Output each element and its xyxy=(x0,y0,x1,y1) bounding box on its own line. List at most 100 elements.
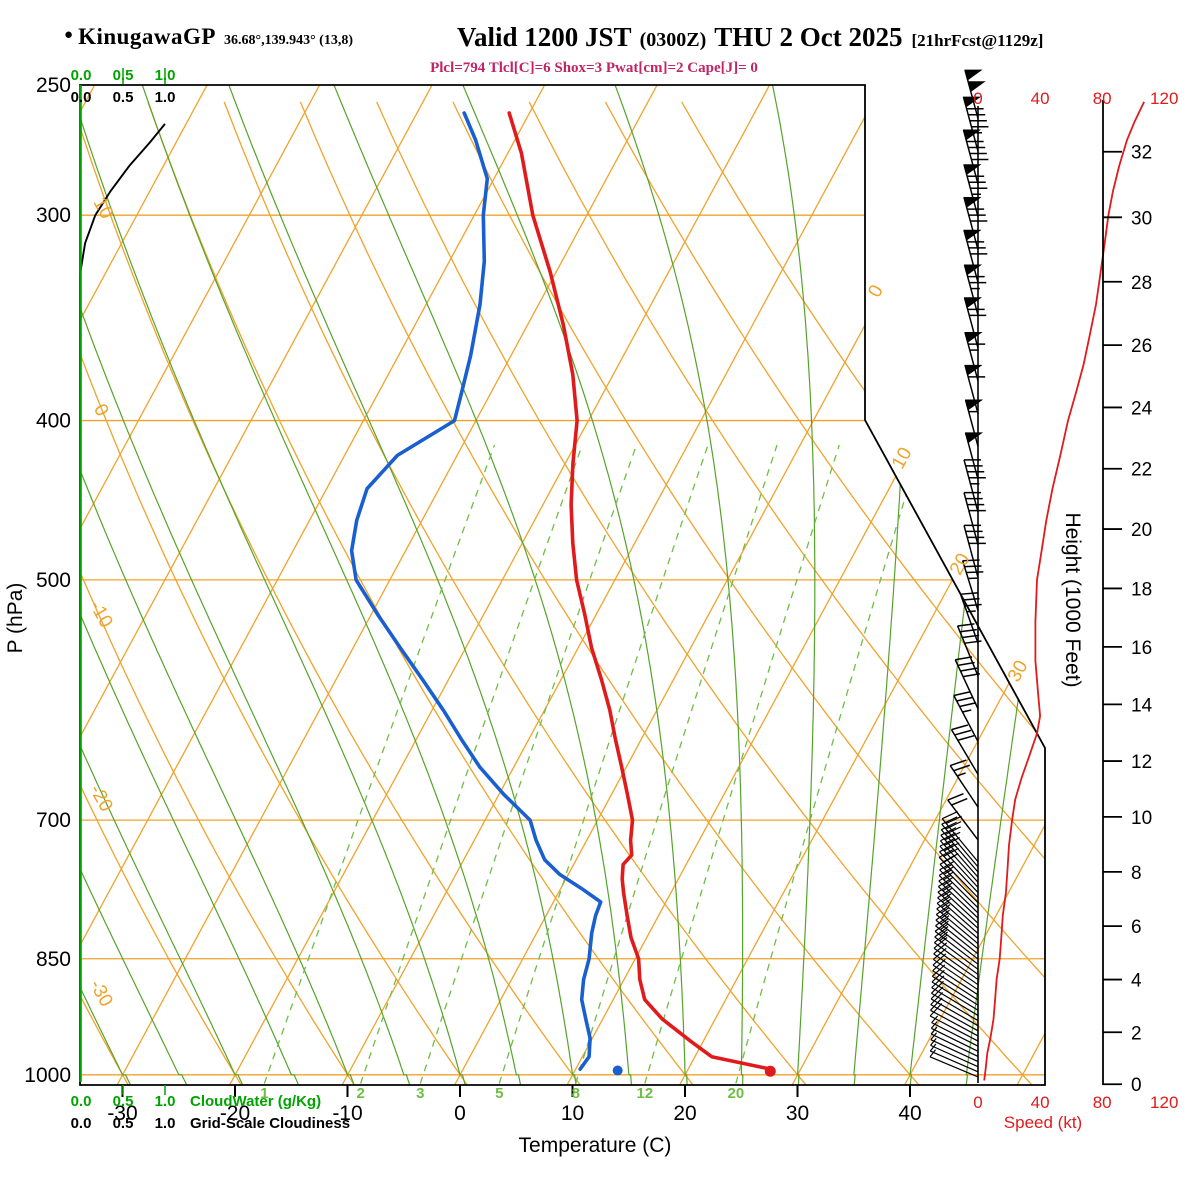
barb-feather xyxy=(960,667,978,672)
dry-adiabat-line xyxy=(299,101,933,1085)
barb-half-feather xyxy=(940,918,949,925)
barb-feather xyxy=(939,843,955,853)
cloudiness-title: Grid-Scale Cloudiness xyxy=(190,1115,350,1132)
height-tick-label: 20 xyxy=(1131,520,1152,541)
wind-barb xyxy=(930,1021,979,1052)
barb-shaft xyxy=(933,953,979,986)
barb-feather xyxy=(930,986,944,1000)
wind-barb xyxy=(930,1032,979,1063)
barb-half-feather xyxy=(939,929,948,936)
barb-pennant xyxy=(963,196,982,208)
barb-feather xyxy=(938,871,954,882)
wind-barb xyxy=(929,1049,979,1078)
wind-barb xyxy=(932,953,979,996)
barb-half-feather xyxy=(956,772,966,777)
height-tick-label: 0 xyxy=(1131,1075,1142,1096)
barb-shaft xyxy=(963,525,979,578)
cloudwater-scale-bottom: 0.5 xyxy=(113,1093,134,1110)
cloudiness-scale-bottom: 0.5 xyxy=(113,1115,134,1132)
height-tick-label: 2 xyxy=(1131,1023,1142,1044)
barb-feather xyxy=(953,764,971,772)
barb-shaft xyxy=(947,799,979,841)
barb-shaft xyxy=(954,659,979,710)
cloudwater-scale-bottom: 0.0 xyxy=(71,1093,92,1110)
barb-feather xyxy=(941,821,957,831)
height-tick-label: 18 xyxy=(1131,579,1152,600)
mixing-ratio-label: 20 xyxy=(728,1085,745,1102)
barb-feather xyxy=(936,898,951,910)
barb-feather xyxy=(945,826,961,835)
wind-barb xyxy=(932,947,979,991)
stability-params-line: Plcl=794 Tlcl[C]=6 Shox=3 Pwat[cm]=2 Cap… xyxy=(430,60,758,76)
station-coords: 36.68°,139.943° (13,8) xyxy=(223,33,354,48)
wind-barb xyxy=(963,524,986,578)
barb-half-feather xyxy=(929,1043,937,1052)
wind-barb xyxy=(956,623,982,677)
barb-half-feather xyxy=(930,1032,938,1041)
cloudiness-scale-top: 1.0 xyxy=(155,89,176,106)
barb-feather xyxy=(964,565,982,568)
barb-half-feather xyxy=(941,896,951,903)
surface-temperature-dot xyxy=(764,1065,776,1077)
barb-half-feather xyxy=(943,874,952,881)
barb-half-feather xyxy=(930,1021,938,1029)
temperature-curve xyxy=(507,111,773,1071)
mixing-ratio-line xyxy=(355,444,583,1085)
barb-shaft xyxy=(963,459,979,513)
barb-feather xyxy=(936,893,952,904)
barb-feather xyxy=(962,672,980,678)
barb-shaft xyxy=(930,1039,979,1063)
barb-shaft xyxy=(929,1056,979,1078)
barb-feather xyxy=(930,980,944,994)
dry-adiabat-line xyxy=(80,101,479,1085)
wind-barb xyxy=(930,1038,979,1068)
barb-feather xyxy=(944,837,960,846)
mixing-ratio-label: 2 xyxy=(357,1085,365,1102)
temp-tick-label: 10 xyxy=(561,1102,584,1125)
forecast-tag: [21hrFcst@1129z] xyxy=(911,31,1044,50)
isotherm-line xyxy=(454,85,996,1085)
wind-barb xyxy=(947,792,979,841)
isotherm-line xyxy=(80,85,321,1085)
barb-shaft xyxy=(929,1015,979,1042)
isotherm-line xyxy=(116,85,658,1085)
wind-barb xyxy=(963,164,988,218)
barb-feather xyxy=(941,816,958,825)
wind-barb xyxy=(929,1003,979,1042)
moist-adiabat-line xyxy=(80,85,306,1085)
barb-feather xyxy=(956,696,974,702)
barb-shaft xyxy=(932,964,979,996)
wind-barb xyxy=(950,724,979,775)
dry-adiabat-label: -20 xyxy=(85,781,117,815)
valid-time-header: Valid 1200 JST (0300Z) THU 2 Oct 2025 [2… xyxy=(457,22,1043,53)
station-bullet-icon: ● xyxy=(64,27,74,43)
barb-shaft xyxy=(934,942,979,975)
mixing-ratio-line xyxy=(731,444,922,1085)
wind-barb xyxy=(933,931,979,975)
speed-tick-label-bottom: 40 xyxy=(1031,1093,1050,1112)
barb-feather xyxy=(962,559,980,562)
barb-feather xyxy=(931,969,945,983)
barb-shaft xyxy=(950,729,979,775)
height-axis-title: Height (1000 Feet) xyxy=(1061,512,1084,687)
barb-feather xyxy=(937,887,953,899)
moist-adiabat-line xyxy=(80,85,416,1085)
height-tick-label: 22 xyxy=(1131,460,1152,481)
barb-pennant xyxy=(964,332,983,344)
wind-barb xyxy=(961,559,984,611)
wind-barb xyxy=(962,129,989,185)
barb-shaft xyxy=(930,1009,979,1037)
barb-shaft xyxy=(959,593,979,644)
height-tick-label: 8 xyxy=(1131,863,1142,884)
wind-barb xyxy=(954,656,980,710)
barb-pennant xyxy=(964,69,983,81)
barb-feather xyxy=(943,847,960,857)
isotherm-line xyxy=(791,85,1045,1085)
barb-feather xyxy=(937,882,953,893)
isotherm-line xyxy=(566,85,1045,1085)
barb-feather xyxy=(934,920,949,932)
barb-pennant xyxy=(962,96,982,108)
height-tick-label: 4 xyxy=(1131,971,1142,992)
barb-half-feather xyxy=(942,890,951,897)
